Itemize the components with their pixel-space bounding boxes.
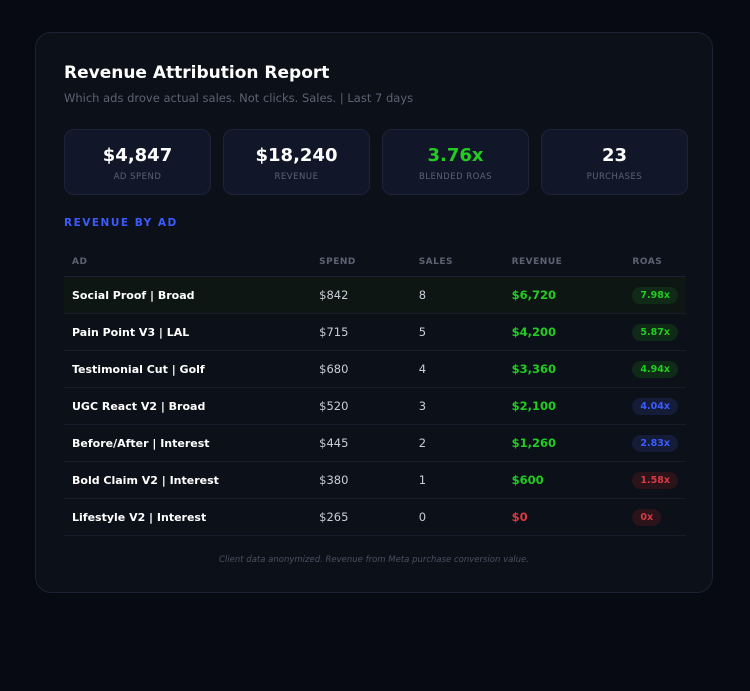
sales-cell: 3: [410, 387, 504, 425]
ad-name: UGC React V2 | Broad: [64, 387, 312, 425]
sales-cell: 0: [410, 498, 504, 536]
stats-row: $4,847 AD SPEND $18,240 REVENUE 3.76x BLENDED…: [64, 129, 688, 195]
section-title: REVENUE BY AD: [64, 217, 178, 229]
roas-badge: 7.98x: [632, 286, 678, 304]
revenue-cell: $2,100: [503, 387, 625, 425]
stat-card: $18,240 REVENUE: [223, 129, 370, 195]
roas-badge: 0x: [632, 508, 662, 526]
roas-badge: 5.87x: [632, 323, 678, 341]
sales-cell: 2: [410, 424, 504, 462]
table-row[interactable]: Lifestyle V2 | Interest $265 0 $0 0x: [64, 498, 686, 536]
roas-cell: 1.58x: [624, 461, 686, 499]
stat-label: AD SPEND: [113, 172, 162, 182]
roas-cell: 4.94x: [624, 350, 686, 388]
column-header: REVENUE: [503, 247, 625, 277]
revenue-cell: $0: [503, 498, 625, 536]
table-header: AD SPEND SALES REVENUE ROAS: [64, 247, 686, 277]
roas-cell: 0x: [624, 498, 686, 536]
stat-label: BLENDED ROAS: [418, 172, 493, 182]
roas-badge: 2.83x: [632, 434, 678, 452]
revenue-cell: $3,360: [503, 350, 625, 388]
revenue-cell: $4,200: [503, 313, 625, 351]
table-row[interactable]: Pain Point V3 | LAL $715 5 $4,200 5.87x: [64, 313, 686, 351]
roas-cell: 7.98x: [624, 276, 686, 314]
spend-cell: $445: [311, 424, 411, 462]
report-card: Revenue Attribution Report Which ads dro…: [35, 32, 713, 593]
roas-badge: 4.04x: [632, 397, 678, 415]
spend-cell: $520: [311, 387, 411, 425]
footnote: Client data anonymized. Revenue from Met…: [218, 555, 529, 565]
roas-cell: 4.04x: [624, 387, 686, 425]
table-row[interactable]: UGC React V2 | Broad $520 3 $2,100 4.04x: [64, 387, 686, 425]
roas-badge: 1.58x: [632, 471, 678, 489]
stat-card: $4,847 AD SPEND: [64, 129, 211, 195]
stat-value: 3.76x: [427, 145, 484, 166]
ad-name: Before/After | Interest: [64, 424, 312, 462]
table-row[interactable]: Testimonial Cut | Golf $680 4 $3,360 4.9…: [64, 350, 686, 388]
sales-cell: 5: [410, 313, 504, 351]
stat-label: PURCHASES: [586, 172, 643, 182]
ad-name: Lifestyle V2 | Interest: [64, 498, 312, 536]
spend-cell: $380: [311, 461, 411, 499]
stat-value: $18,240: [255, 145, 338, 166]
stat-label: REVENUE: [274, 172, 319, 182]
roas-cell: 2.83x: [624, 424, 686, 462]
page-title: Revenue Attribution Report: [64, 63, 330, 83]
column-header: AD: [64, 247, 312, 277]
spend-cell: $265: [311, 498, 411, 536]
stat-value: 23: [601, 145, 628, 166]
ad-name: Pain Point V3 | LAL: [64, 313, 312, 351]
sales-cell: 4: [410, 350, 504, 388]
revenue-cell: $1,260: [503, 424, 625, 462]
stat-card: 23 PURCHASES: [541, 129, 688, 195]
column-header: SPEND: [311, 247, 411, 277]
column-header: ROAS: [624, 247, 686, 277]
column-header: SALES: [410, 247, 504, 277]
spend-cell: $715: [311, 313, 411, 351]
table-row[interactable]: Bold Claim V2 | Interest $380 1 $600 1.5…: [64, 461, 686, 499]
sales-cell: 1: [410, 461, 504, 499]
ad-name: Bold Claim V2 | Interest: [64, 461, 312, 499]
page-subtitle: Which ads drove actual sales. Not clicks…: [64, 91, 414, 105]
revenue-cell: $6,720: [503, 276, 625, 314]
roas-cell: 5.87x: [624, 313, 686, 351]
table-row[interactable]: Before/After | Interest $445 2 $1,260 2.…: [64, 424, 686, 462]
spend-cell: $842: [311, 276, 411, 314]
ad-name: Social Proof | Broad: [64, 276, 312, 314]
table-row[interactable]: Social Proof | Broad $842 8 $6,720 7.98x: [64, 276, 686, 314]
stat-card: 3.76x BLENDED ROAS: [382, 129, 529, 195]
stat-value: $4,847: [102, 145, 173, 166]
ads-table: AD SPEND SALES REVENUE ROAS Social Proof | B…: [64, 247, 686, 536]
revenue-cell: $600: [503, 461, 625, 499]
ad-name: Testimonial Cut | Golf: [64, 350, 312, 388]
spend-cell: $680: [311, 350, 411, 388]
roas-badge: 4.94x: [632, 360, 678, 378]
sales-cell: 8: [410, 276, 504, 314]
